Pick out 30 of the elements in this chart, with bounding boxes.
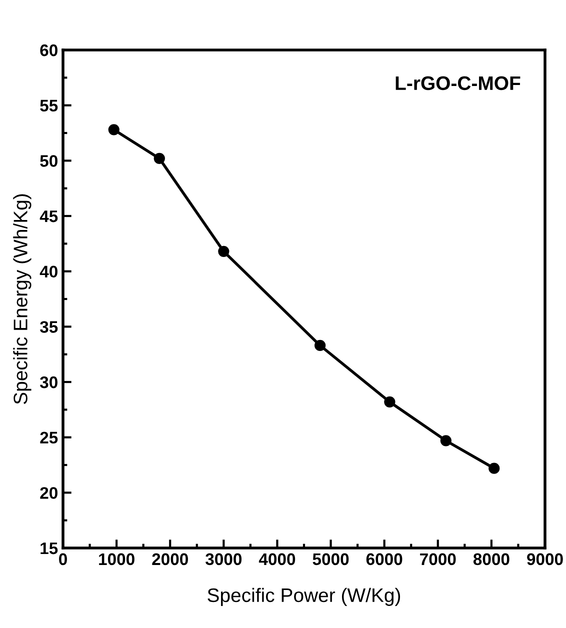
point bbox=[108, 124, 120, 136]
x-tick-label: 9000 bbox=[527, 553, 563, 566]
x-tick-label: 8000 bbox=[473, 553, 510, 566]
point bbox=[440, 435, 452, 446]
y-tick-label: 50 bbox=[40, 155, 58, 167]
y-tick-label: 45 bbox=[40, 210, 58, 222]
annotation: L-rGO-C-MOF bbox=[396, 76, 520, 90]
point bbox=[384, 396, 396, 408]
x-tick-label: 1000 bbox=[99, 553, 134, 566]
point bbox=[154, 152, 165, 164]
x-tick-label: 5000 bbox=[312, 553, 349, 566]
y-tick-label: 20 bbox=[40, 487, 58, 499]
point bbox=[488, 462, 500, 474]
point bbox=[218, 246, 230, 257]
point bbox=[314, 340, 326, 352]
x-tick-label: 3000 bbox=[206, 553, 242, 566]
x-tick-label: 0 bbox=[59, 553, 67, 566]
y-tick-label: 35 bbox=[40, 321, 58, 333]
x-tick-label: 6000 bbox=[366, 553, 402, 566]
y-tick-label: 60 bbox=[40, 44, 58, 56]
y-tick-label: 40 bbox=[40, 266, 58, 278]
x-axis-title: Specific Power (W/Kg) bbox=[208, 588, 400, 606]
y-tick-label: 25 bbox=[40, 432, 58, 444]
y-tick-label: 30 bbox=[40, 376, 58, 388]
y-axis-title: Specific Energy (Wh/Kg) bbox=[13, 194, 32, 404]
x-tick-label: 4000 bbox=[258, 553, 296, 566]
x-tick-label: 7000 bbox=[420, 553, 456, 566]
x-tick-label: 2000 bbox=[152, 553, 188, 566]
y-tick-label: 15 bbox=[40, 542, 58, 554]
y-tick-label: 55 bbox=[40, 100, 58, 112]
